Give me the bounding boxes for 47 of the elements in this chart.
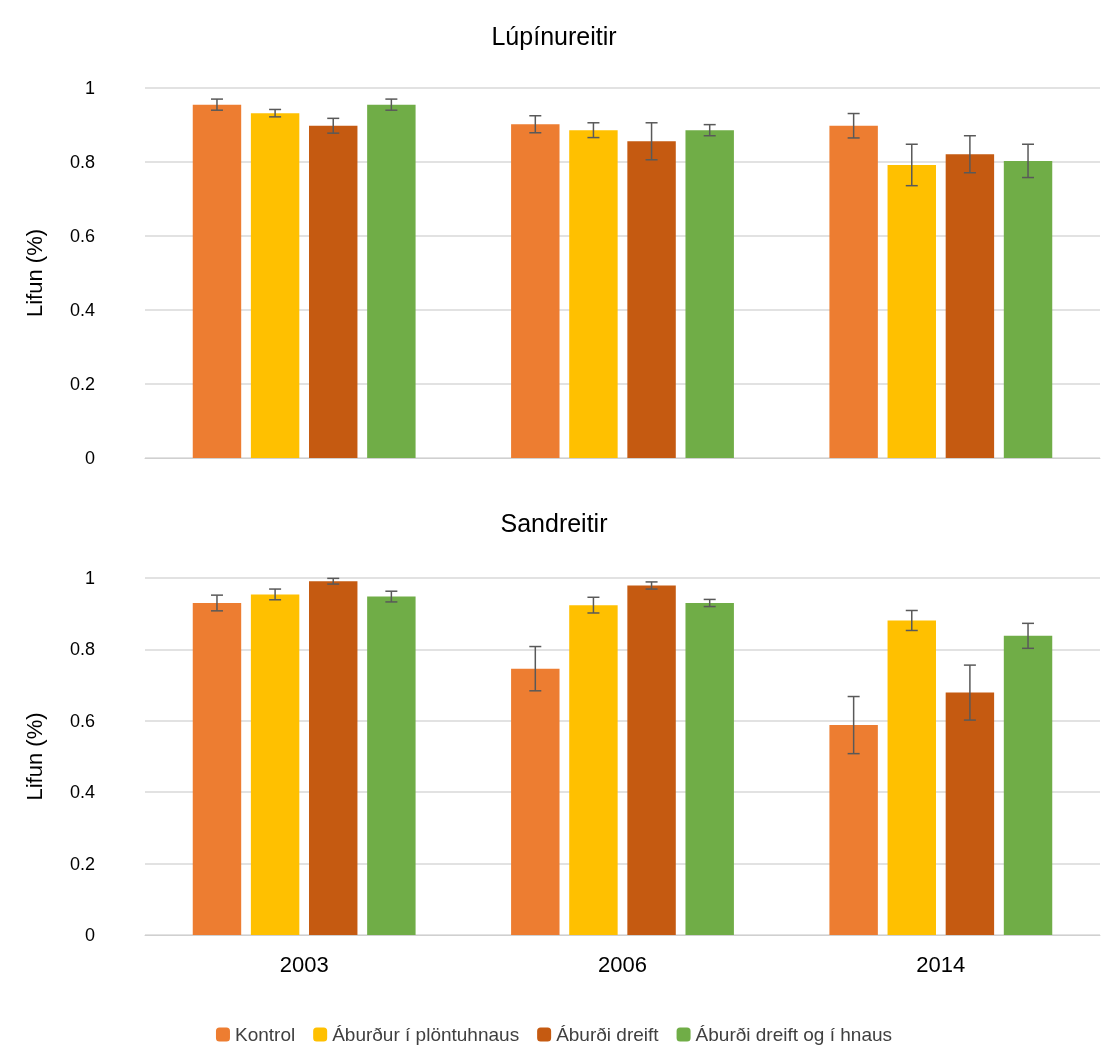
bar [829,725,878,935]
bar [367,104,416,458]
bar [250,594,300,935]
bar [192,602,242,935]
bar [627,141,676,458]
y-tick-label: 0.6 [69,226,95,246]
y-axis-title: Lifun (%) [21,228,47,318]
bar [367,596,416,935]
bar [309,581,358,935]
bar [511,124,560,458]
legend-label: Áburði dreift [556,1024,660,1045]
y-tick-label: 0.8 [69,639,95,660]
bar [945,692,995,935]
x-tick-label: 2014 [916,951,966,977]
y-tick-label: 0.6 [69,710,95,731]
bar [309,125,358,458]
y-tick-label: 0.2 [69,374,95,394]
bar [829,125,878,458]
bar [685,602,734,935]
bar [192,104,242,458]
bar [569,605,618,935]
x-tick-label: 2003 [279,951,329,977]
bar [569,130,618,458]
bar [887,164,936,458]
y-tick-label: 0 [84,925,95,945]
y-tick-label: 1 [84,78,95,98]
bar [945,154,995,458]
y-tick-label: 0 [84,448,95,468]
bar [627,585,676,935]
x-tick-label: 2006 [598,951,647,977]
y-tick-label: 0.8 [69,152,95,172]
y-tick-label: 0.2 [69,853,95,874]
y-tick-label: 0.4 [69,782,95,803]
bar [685,130,734,458]
y-tick-label: 1 [84,568,95,588]
legend-label: Kontrol [234,1024,296,1045]
chart-title: Lúpínureitir [491,21,617,50]
legend-label: Áburður í plöntuhnaus [332,1024,520,1045]
bar [1003,160,1053,458]
chart-title: Sandreitir [500,508,608,537]
bar [511,668,560,935]
y-axis-title: Lifun (%) [21,712,47,801]
bar [250,113,300,458]
legend-label: Áburði dreift og í hnaus [695,1024,893,1045]
y-tick-label: 0.4 [69,300,95,320]
bar [887,620,936,935]
bar [1003,635,1053,935]
